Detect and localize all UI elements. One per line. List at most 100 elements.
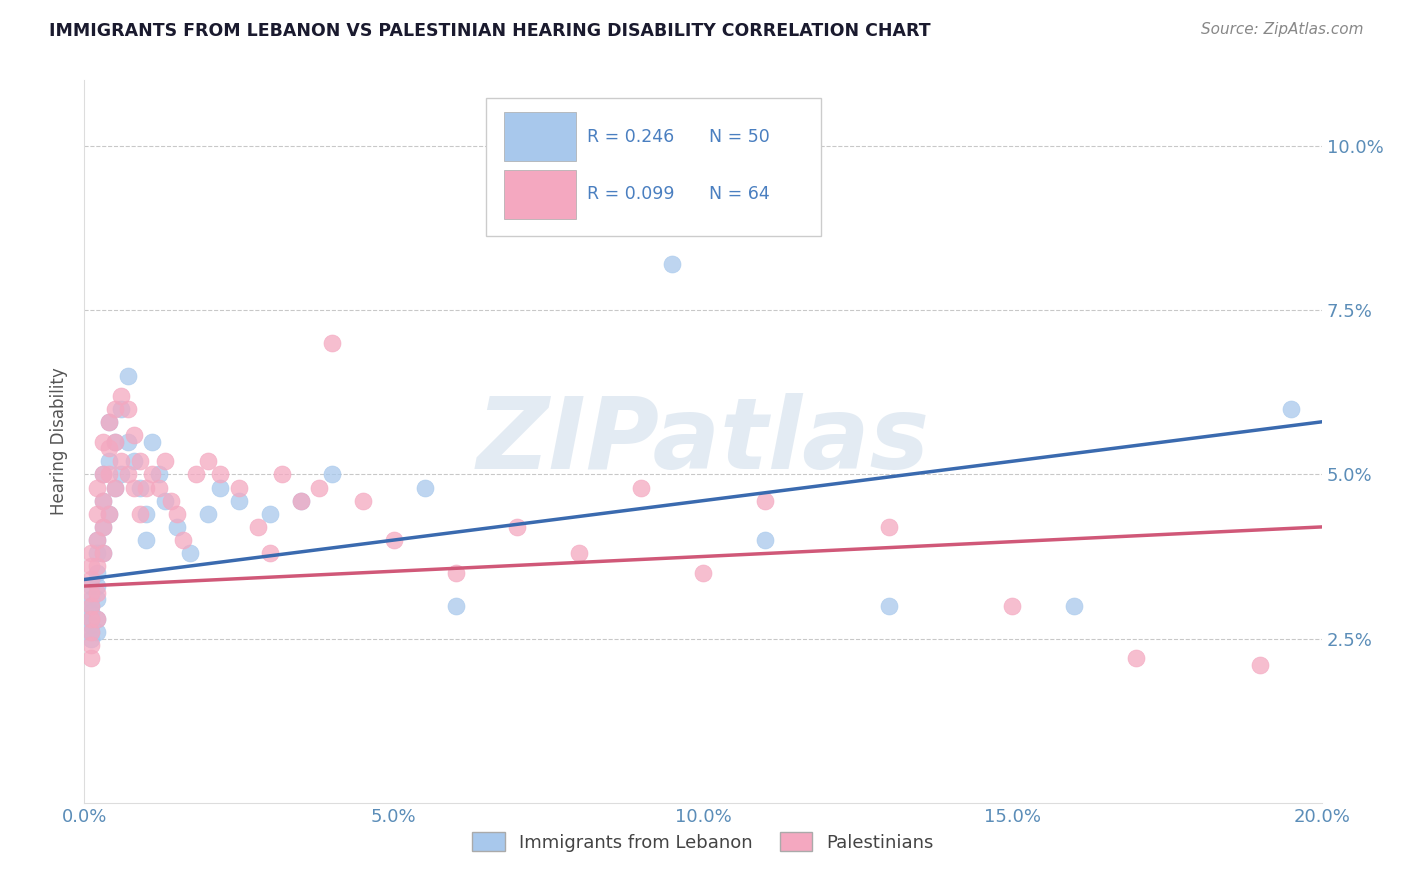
- Point: [1125, 651, 1147, 665]
- Point: [290, 493, 312, 508]
- Point: [184, 467, 207, 482]
- Point: [110, 388, 132, 402]
- Point: [197, 454, 219, 468]
- Point: [661, 257, 683, 271]
- Text: IMMIGRANTS FROM LEBANON VS PALESTINIAN HEARING DISABILITY CORRELATION CHART: IMMIGRANTS FROM LEBANON VS PALESTINIAN H…: [49, 22, 931, 40]
- Point: [1279, 401, 1302, 416]
- Point: [86, 612, 108, 626]
- Point: [117, 368, 139, 383]
- Point: [79, 605, 101, 619]
- Point: [79, 546, 101, 560]
- Point: [98, 415, 121, 429]
- Point: [129, 454, 152, 468]
- Point: [86, 579, 108, 593]
- Point: [79, 638, 101, 652]
- Point: [877, 599, 900, 613]
- Point: [209, 467, 232, 482]
- Point: [754, 533, 776, 547]
- Point: [91, 520, 114, 534]
- Point: [148, 481, 170, 495]
- Point: [91, 434, 114, 449]
- Point: [153, 493, 176, 508]
- Point: [197, 507, 219, 521]
- Point: [166, 507, 188, 521]
- Point: [692, 566, 714, 580]
- Text: ZIPatlas: ZIPatlas: [477, 393, 929, 490]
- Point: [321, 467, 343, 482]
- Point: [166, 520, 188, 534]
- Point: [79, 612, 101, 626]
- Point: [86, 625, 108, 640]
- Point: [79, 612, 101, 626]
- Point: [352, 493, 374, 508]
- Point: [104, 481, 127, 495]
- Point: [259, 546, 281, 560]
- Point: [117, 434, 139, 449]
- FancyBboxPatch shape: [486, 98, 821, 235]
- Point: [877, 520, 900, 534]
- Text: N = 64: N = 64: [709, 186, 770, 203]
- Point: [79, 599, 101, 613]
- Point: [86, 533, 108, 547]
- Point: [413, 481, 436, 495]
- Point: [630, 481, 652, 495]
- Point: [444, 566, 467, 580]
- Point: [104, 434, 127, 449]
- Point: [98, 454, 121, 468]
- Point: [98, 415, 121, 429]
- Point: [308, 481, 330, 495]
- Point: [160, 493, 183, 508]
- Point: [91, 520, 114, 534]
- Point: [79, 632, 101, 646]
- Point: [86, 481, 108, 495]
- Point: [110, 401, 132, 416]
- Point: [135, 533, 157, 547]
- Point: [110, 454, 132, 468]
- Point: [172, 533, 194, 547]
- Point: [86, 585, 108, 599]
- Point: [86, 559, 108, 574]
- Point: [228, 481, 250, 495]
- Point: [153, 454, 176, 468]
- Point: [79, 625, 101, 640]
- Point: [86, 507, 108, 521]
- Point: [259, 507, 281, 521]
- Point: [91, 546, 114, 560]
- Point: [104, 401, 127, 416]
- Point: [86, 612, 108, 626]
- Point: [135, 507, 157, 521]
- Text: R = 0.099: R = 0.099: [586, 186, 675, 203]
- Point: [382, 533, 405, 547]
- Point: [79, 559, 101, 574]
- Point: [122, 481, 145, 495]
- Point: [79, 592, 101, 607]
- Point: [86, 533, 108, 547]
- Point: [79, 651, 101, 665]
- Point: [98, 467, 121, 482]
- Point: [79, 573, 101, 587]
- Point: [506, 520, 529, 534]
- Point: [91, 546, 114, 560]
- Point: [135, 481, 157, 495]
- Point: [321, 336, 343, 351]
- Point: [444, 599, 467, 613]
- Point: [86, 592, 108, 607]
- Point: [271, 467, 294, 482]
- Point: [79, 625, 101, 640]
- Point: [754, 493, 776, 508]
- Point: [86, 546, 108, 560]
- Point: [86, 566, 108, 580]
- Point: [91, 493, 114, 508]
- Point: [117, 401, 139, 416]
- Point: [246, 520, 269, 534]
- Point: [91, 493, 114, 508]
- FancyBboxPatch shape: [503, 169, 575, 219]
- FancyBboxPatch shape: [503, 112, 575, 161]
- Text: N = 50: N = 50: [709, 128, 770, 145]
- Point: [1063, 599, 1085, 613]
- Point: [79, 618, 101, 632]
- Point: [141, 467, 163, 482]
- Point: [117, 467, 139, 482]
- Point: [91, 467, 114, 482]
- Point: [568, 546, 591, 560]
